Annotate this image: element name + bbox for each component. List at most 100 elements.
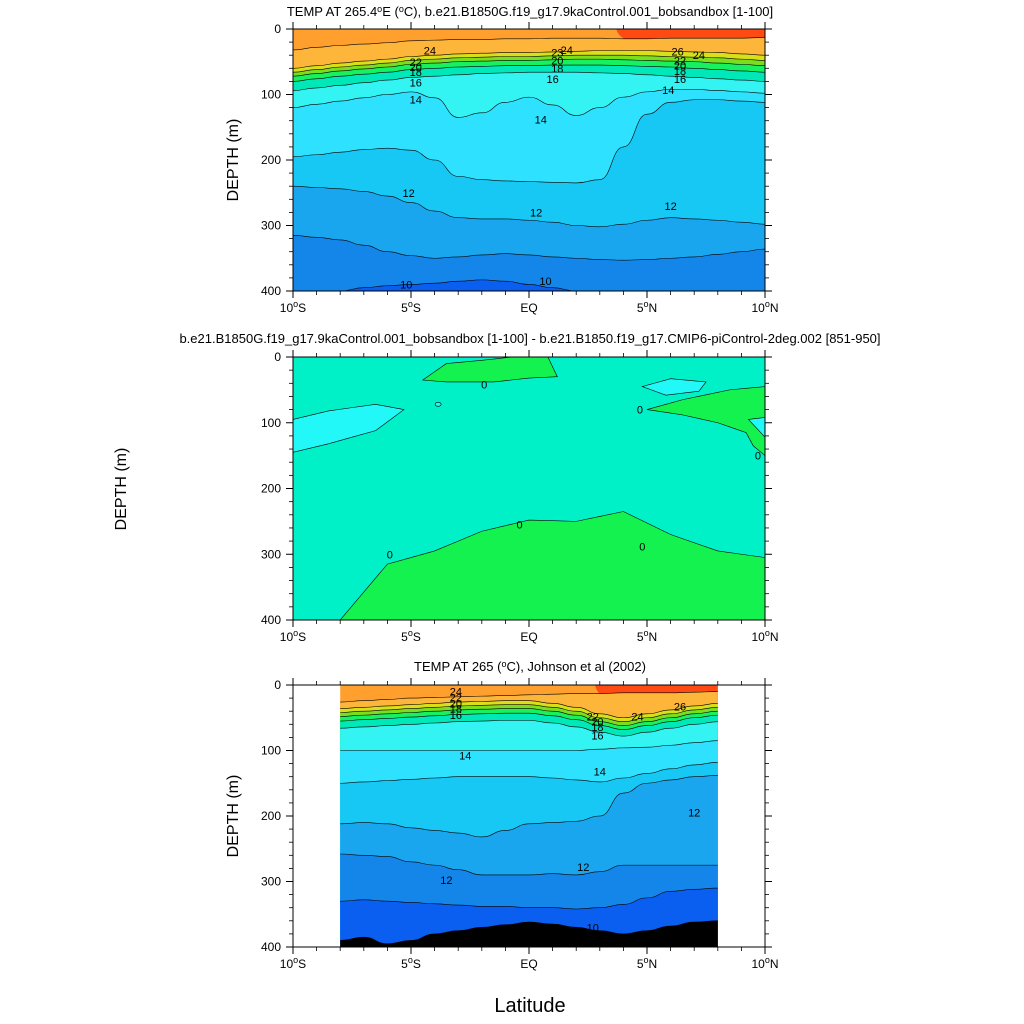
x-tick-label: 5oN <box>637 628 657 644</box>
y-tick-label: 400 <box>261 940 281 954</box>
contour-label-text: 20 <box>591 717 603 729</box>
isotherm-10 <box>293 279 765 291</box>
contour-label: 16 <box>546 74 558 86</box>
contour-label-text: 16 <box>591 730 603 742</box>
isotherm-18 <box>293 64 765 82</box>
contour-label: 26 <box>674 702 686 714</box>
isotherm-26 <box>340 691 718 703</box>
contour-label: 12 <box>577 862 589 874</box>
panel-1-temp-model: TEMP AT 265.4oE (oC), b.e21.B1850G.f19_g… <box>225 4 779 315</box>
band-below-10 <box>340 888 718 947</box>
panel-2-title: b.e21.B1850G.f19_g17.9kaControl.001_bobs… <box>179 331 880 346</box>
contour-label: 10 <box>587 922 599 934</box>
panel-3-plot: 2422201816142220181624261412121210100100… <box>261 678 779 971</box>
contour-label-text: 10 <box>587 922 599 934</box>
contour-label-text: 14 <box>594 766 606 778</box>
contour-label: 22 <box>674 55 686 67</box>
contour-label-text: 0 <box>481 380 487 392</box>
contour-label-text: 0 <box>639 541 645 553</box>
x-tick-label: 10oS <box>280 955 306 971</box>
contour-label-text: 26 <box>672 46 684 58</box>
contour-label-text: 20 <box>551 55 563 67</box>
y-tick-label: 100 <box>261 88 281 102</box>
contour-label: 18 <box>591 722 603 734</box>
anomaly-region-positive-1 <box>421 357 558 383</box>
contour-label: 24 <box>450 687 462 699</box>
contour-label-text: 18 <box>551 63 563 75</box>
contour-label: 14 <box>459 751 471 763</box>
isotherm-12 <box>340 775 718 838</box>
contour-label: 26 <box>672 46 684 58</box>
band-below-undefined <box>340 920 718 947</box>
y-tick-label: 300 <box>261 875 281 889</box>
contour-label-text: 22 <box>410 57 422 69</box>
contour-label: 16 <box>410 78 422 90</box>
y-tick-label: 200 <box>261 809 281 823</box>
x-tick-label: 10oN <box>751 628 778 644</box>
panel-1-title: TEMP AT 265.4oE (oC), b.e21.B1850G.f19_g… <box>287 4 773 19</box>
x-tick-label: 10oN <box>751 955 778 971</box>
isotherm-22 <box>293 54 765 73</box>
contour-label-text: 10 <box>400 279 412 291</box>
isotherm-20 <box>293 58 765 77</box>
contour-label: 14 <box>662 85 674 97</box>
band-below-10 <box>293 279 765 291</box>
contour-label: 24 <box>693 50 705 62</box>
contour-label-text: 26 <box>674 702 686 714</box>
isotherm-16 <box>293 71 765 91</box>
isotherm-22 <box>340 704 718 722</box>
panel-3-x-axis: 10oS 5oS EQ 5oN 10oN <box>280 678 779 971</box>
contour-label: 20 <box>410 62 422 74</box>
contour-label-text: 24 <box>450 687 462 699</box>
contour-label: 0 <box>387 549 393 561</box>
x-tick-label: 5oS <box>401 299 421 315</box>
contour-label-text: 14 <box>410 95 422 107</box>
contour-label: 16 <box>591 730 603 742</box>
panel-1-x-axis: 10oS 5oS EQ 5oN 10oN <box>280 22 779 315</box>
isotherm-20 <box>340 708 718 726</box>
contour-label-text: 16 <box>410 78 422 90</box>
y-tick-label: 0 <box>274 350 281 364</box>
panel-2-difference: b.e21.B1850G.f19_g17.9kaControl.001_bobs… <box>113 331 881 644</box>
isotherm-13 <box>293 99 765 184</box>
anomaly-region-positive-0 <box>339 511 765 620</box>
contour-label: 10 <box>539 276 551 288</box>
contour-label: 14 <box>594 766 606 778</box>
x-tick-label: EQ <box>520 301 537 315</box>
contour-label-text: 14 <box>662 85 674 97</box>
contour-label-text: 20 <box>410 62 422 74</box>
contour-label: 14 <box>535 114 547 126</box>
band-below-11 <box>293 235 765 291</box>
anomaly-region-positive-2 <box>646 386 765 457</box>
contour-label: 20 <box>551 55 563 67</box>
contour-label: 10 <box>454 929 466 941</box>
contour-label: 12 <box>664 201 676 213</box>
contour-label-text: 24 <box>424 46 436 58</box>
contour-label: 12 <box>403 188 415 200</box>
contour-label-text: 20 <box>450 698 462 710</box>
x-tick-label: 10oS <box>280 299 306 315</box>
panel-1-y-axis: 0 100 200 300 400 <box>261 22 772 298</box>
contour-label: 10 <box>400 279 412 291</box>
y-tick-label: 0 <box>274 678 281 692</box>
contour-label: 16 <box>674 74 686 86</box>
contour-label-text: 24 <box>561 45 573 57</box>
contour-label: 12 <box>440 875 452 887</box>
contour-label-text: 12 <box>440 875 452 887</box>
isotherm-14 <box>293 88 765 118</box>
y-tick-label: 300 <box>261 219 281 233</box>
contour-label: 18 <box>551 63 563 75</box>
contour-label: 0 <box>639 541 645 553</box>
x-tick-label: 5oS <box>401 628 421 644</box>
contour-label: 24 <box>424 46 436 58</box>
anomaly-region-negative-5 <box>747 417 765 438</box>
contour-label-text: 12 <box>530 207 542 219</box>
contour-label-text: 0 <box>755 451 761 463</box>
contour-label-text: 0 <box>637 405 643 417</box>
isotherm-16 <box>340 720 718 737</box>
x-tick-label: EQ <box>520 957 537 971</box>
contour-label-text: 10 <box>454 929 466 941</box>
